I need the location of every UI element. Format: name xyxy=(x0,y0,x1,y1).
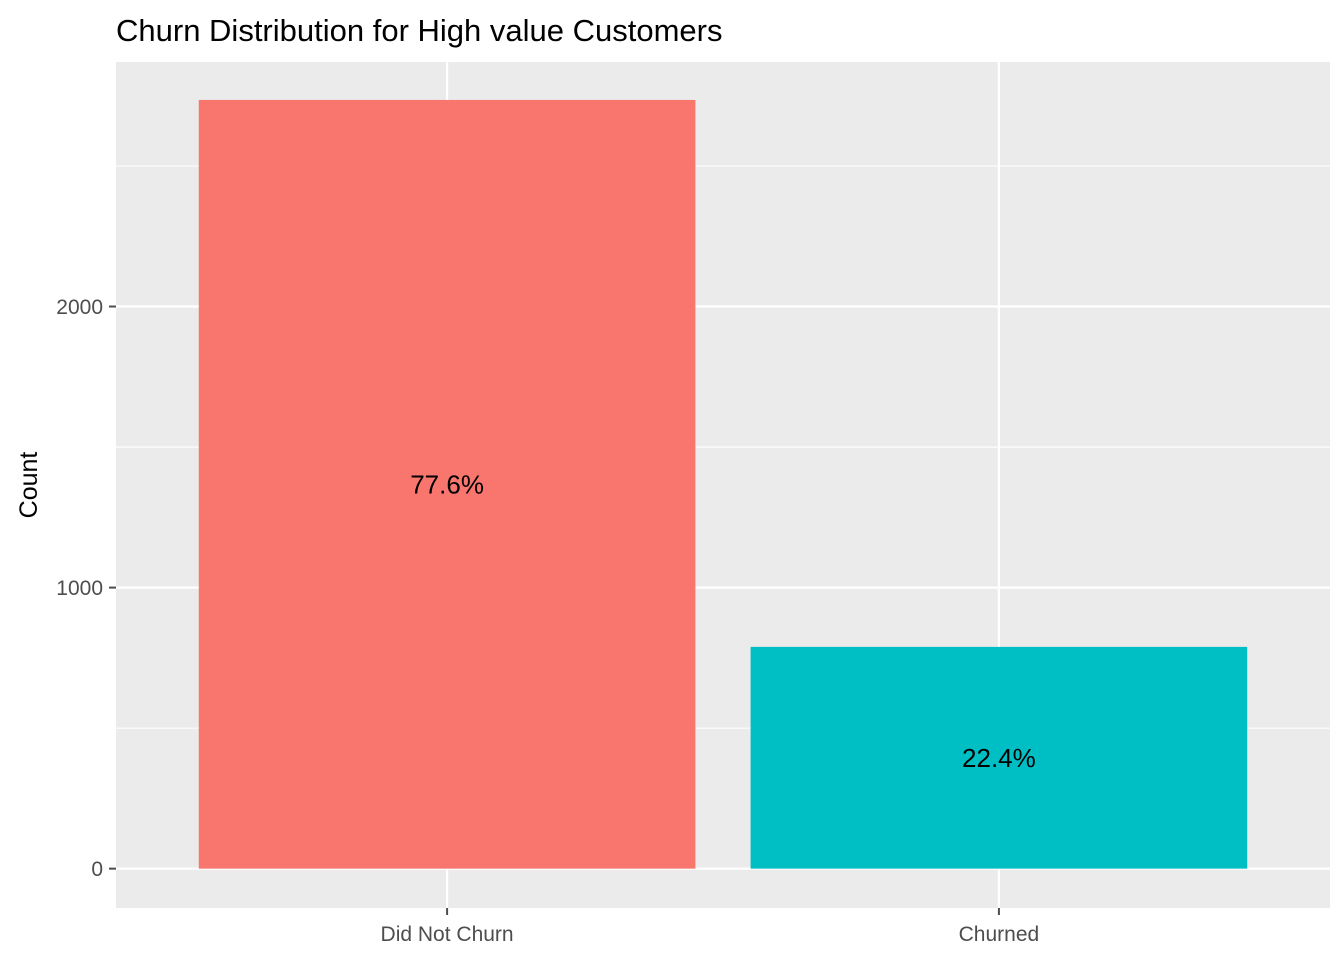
x-tick-label: Churned xyxy=(959,923,1040,946)
bars xyxy=(198,99,1248,869)
bar-labels: 77.6% 22.4% xyxy=(410,469,1036,772)
y-axis-title: Count xyxy=(15,452,43,519)
y-tick-label: 0 xyxy=(91,858,103,881)
x-axis: Did Not Churn Churned xyxy=(381,908,1040,946)
bar-0 xyxy=(198,99,696,869)
y-axis: 0 1000 2000 xyxy=(56,296,116,881)
bar-label-1: 22.4% xyxy=(962,743,1036,773)
y-tick-label: 2000 xyxy=(56,296,103,319)
bar-label-0: 77.6% xyxy=(410,469,484,499)
x-tick-label: Did Not Churn xyxy=(381,923,514,946)
chart-title: Churn Distribution for High value Custom… xyxy=(116,13,722,48)
y-tick-label: 1000 xyxy=(56,577,103,600)
bar-1 xyxy=(750,646,1248,869)
